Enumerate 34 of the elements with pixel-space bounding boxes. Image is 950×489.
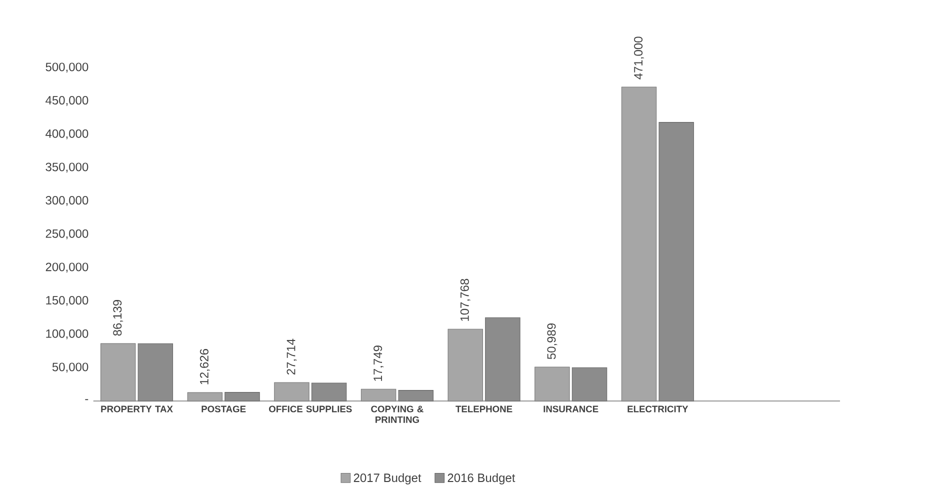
x-tick-label: COPYING & PRINTING — [371, 406, 424, 423]
y-tick-label: 450,000 — [46, 96, 88, 106]
legend-label: 2017 Budget — [354, 473, 422, 484]
bar — [485, 317, 520, 402]
data-label: 17,749 — [374, 346, 384, 381]
x-tick-label: OFFICE SUPPLIES — [269, 406, 352, 412]
bar — [311, 382, 347, 402]
data-label: 27,714 — [286, 338, 297, 375]
y-tick-label: 300,000 — [46, 196, 88, 206]
bar — [138, 343, 174, 402]
data-label: 107,768 — [460, 278, 470, 321]
x-tick-label: POSTAGE — [202, 406, 246, 412]
y-tick-label: 200,000 — [46, 262, 88, 273]
y-tick-label: 250,000 — [46, 229, 88, 240]
y-tick-label: 50,000 — [52, 362, 88, 373]
bar — [572, 367, 608, 402]
x-tick-label: ELECTRICITY — [628, 406, 688, 412]
y-tick-label: 350,000 — [46, 162, 88, 173]
y-tick-label: 100,000 — [46, 329, 88, 340]
bar — [224, 392, 260, 402]
x-tick-label: INSURANCE — [544, 406, 598, 412]
legend-label: 2016 Budget — [448, 473, 516, 484]
data-label: 50,989 — [547, 323, 558, 360]
bar — [658, 122, 694, 402]
y-tick-label: 400,000 — [46, 129, 88, 140]
data-label: 471,000 — [634, 36, 644, 80]
data-label: 12,626 — [200, 349, 210, 384]
y-tick-label: 150,000 — [46, 296, 88, 306]
data-label: 86,139 — [113, 300, 124, 336]
bar — [398, 390, 434, 402]
x-tick-label: TELEPHONE — [456, 406, 512, 412]
x-tick-label: PROPERTY TAX — [101, 406, 173, 412]
y-tick-label: 500,000 — [46, 62, 88, 73]
y-tick-label: - — [85, 399, 88, 400]
